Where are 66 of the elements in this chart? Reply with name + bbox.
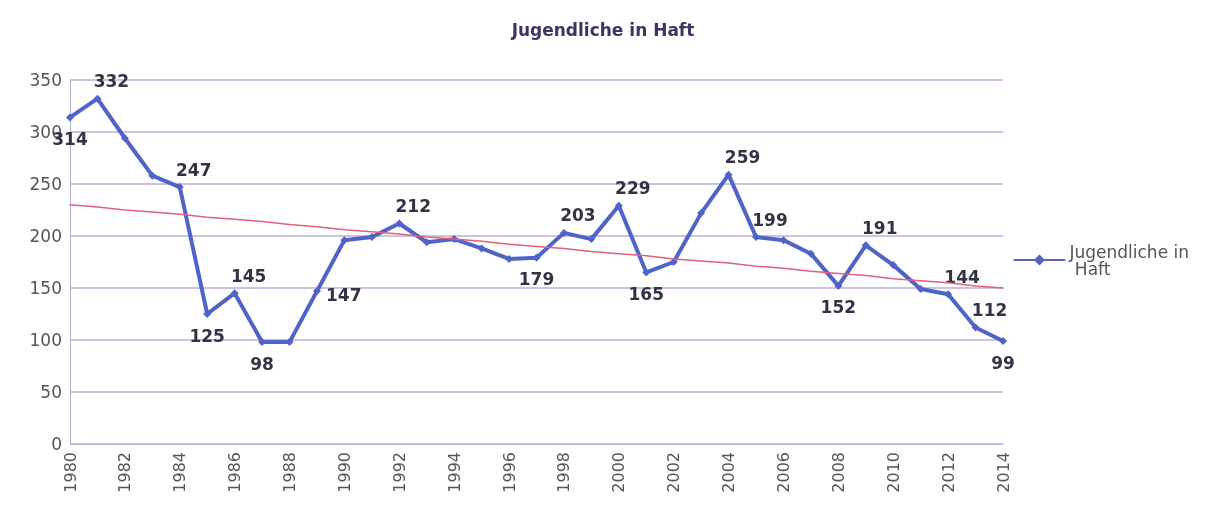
point — [120, 134, 129, 143]
y-tick-label: 350 — [29, 70, 62, 90]
x-tick-label: 2008 — [828, 452, 848, 493]
point — [806, 249, 815, 258]
point — [889, 261, 898, 270]
y-tick-label: 0 — [51, 434, 62, 454]
x-tick-label: 1996 — [499, 452, 519, 493]
point — [916, 285, 925, 294]
chart-title: Jugendliche in Haft — [510, 19, 695, 40]
data-label: 332 — [93, 71, 130, 92]
point — [587, 235, 596, 244]
x-tick-label: 1988 — [280, 452, 300, 493]
data-label: 212 — [395, 196, 432, 217]
point — [230, 289, 239, 298]
x-tick-label: 1984 — [170, 452, 190, 493]
data-label: 145 — [230, 265, 267, 286]
point — [861, 241, 870, 250]
x-tick-label: 1982 — [115, 452, 135, 493]
point — [148, 171, 157, 180]
data-label: 199 — [752, 209, 788, 230]
point — [312, 287, 321, 296]
data-label: 112 — [971, 300, 1008, 321]
x-tick-label: 1994 — [444, 452, 464, 493]
x-tick-label: 2000 — [609, 452, 629, 493]
x-tick-label: 1986 — [225, 452, 245, 493]
data-label: 229 — [615, 178, 651, 199]
x-tick-label: 1998 — [554, 452, 574, 493]
x-tick-label: 2012 — [938, 452, 958, 493]
data-label: 99 — [991, 352, 1015, 373]
y-tick-label: 250 — [29, 174, 62, 194]
data-label: 152 — [820, 297, 857, 318]
point — [66, 113, 74, 122]
data-label: 144 — [944, 266, 981, 287]
x-tick-label: 2002 — [664, 452, 684, 493]
y-tick-label: 50 — [40, 382, 62, 402]
y-tick-label: 200 — [29, 226, 62, 246]
point — [724, 170, 733, 179]
x-tick-label: 2010 — [883, 452, 903, 493]
x-tick-label: 2004 — [719, 452, 739, 493]
x-tick-label: 1992 — [389, 452, 409, 493]
point — [559, 228, 568, 237]
data-label: 179 — [518, 269, 555, 290]
point — [944, 290, 953, 299]
point — [477, 244, 486, 253]
x-tick-label: 2014 — [993, 452, 1013, 493]
data-label: 203 — [560, 205, 596, 226]
point — [697, 209, 706, 218]
data-label: 98 — [250, 353, 274, 374]
data-label: 165 — [628, 283, 665, 304]
data-label: 259 — [724, 147, 761, 168]
point — [971, 323, 980, 332]
data-label: 191 — [862, 217, 898, 238]
data-label: 147 — [325, 285, 362, 306]
point — [614, 201, 623, 210]
point — [395, 219, 404, 228]
legend-label: Jugendliche in Haft — [1068, 241, 1189, 279]
y-tick-label: 150 — [29, 278, 62, 298]
data-label: 247 — [176, 159, 212, 180]
point — [642, 268, 651, 277]
y-tick-label: 100 — [29, 330, 62, 350]
point — [93, 94, 102, 103]
data-label: 125 — [189, 325, 225, 346]
x-tick-label: 2006 — [773, 452, 793, 493]
x-tick-label: 1980 — [60, 452, 80, 493]
point — [999, 337, 1007, 346]
x-tick-label: 1990 — [334, 452, 354, 493]
